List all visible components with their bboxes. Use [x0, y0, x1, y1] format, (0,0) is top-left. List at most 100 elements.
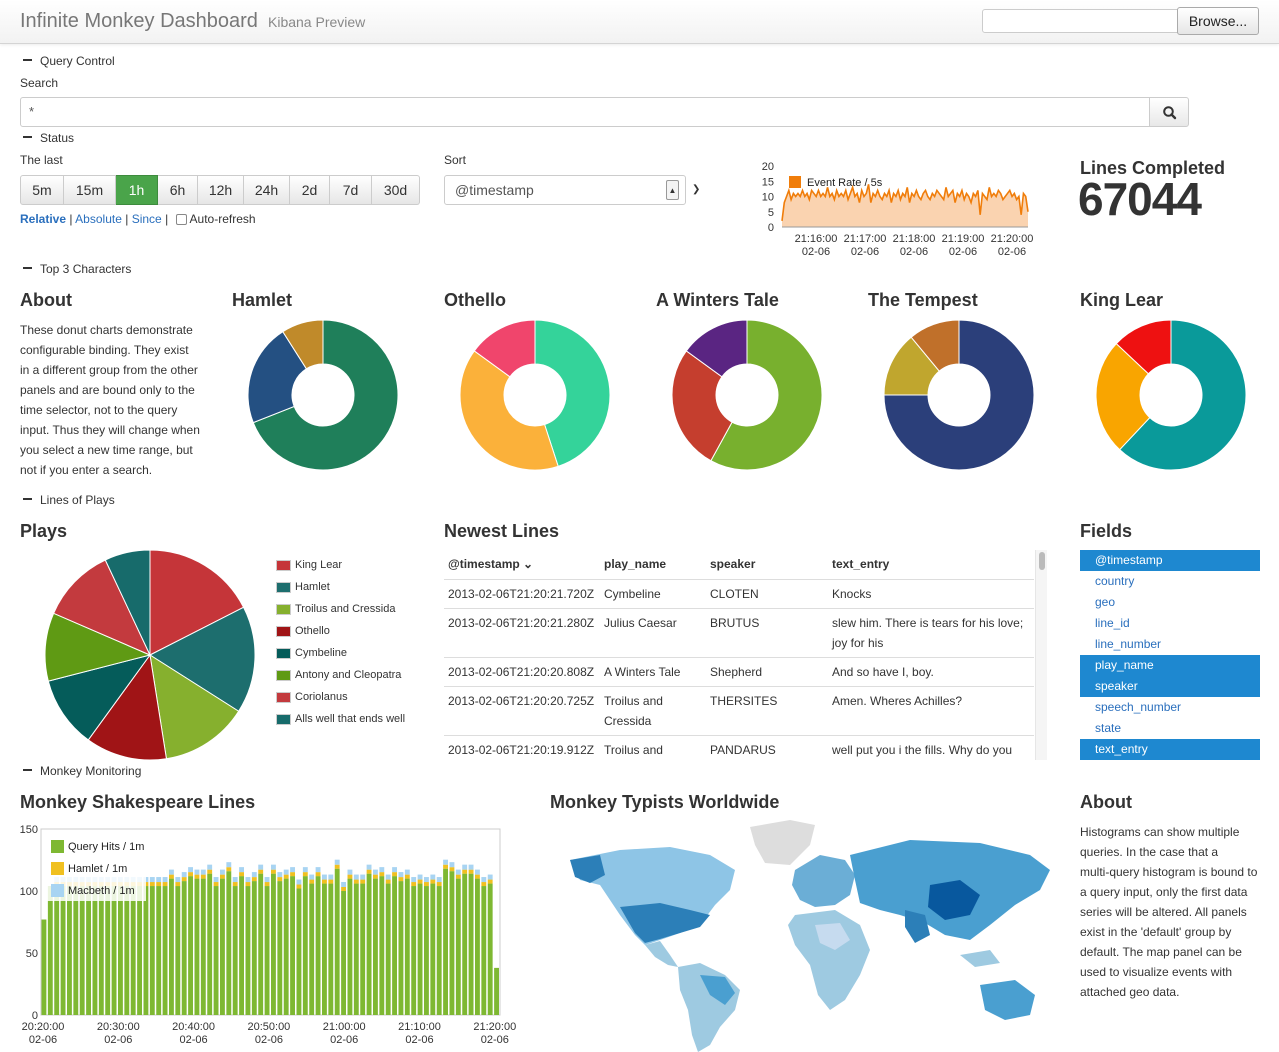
legend-item[interactable]: Cymbeline: [276, 647, 347, 659]
histogram-bar-macbeth[interactable]: [487, 874, 493, 880]
histogram-bar[interactable]: [130, 886, 136, 1015]
histogram-bar-macbeth[interactable]: [290, 867, 295, 873]
histogram-bar-hamlet[interactable]: [385, 879, 391, 884]
histogram-bar-macbeth[interactable]: [315, 867, 321, 873]
pie-slice[interactable]: [104, 549, 151, 656]
histogram-bar-macbeth[interactable]: [251, 872, 257, 878]
histogram-bar-hamlet[interactable]: [443, 864, 448, 869]
collapse-icon[interactable]: [23, 498, 32, 501]
histogram-bar-macbeth[interactable]: [462, 864, 468, 870]
histogram-bar[interactable]: [334, 868, 340, 1015]
histogram-bar-hamlet[interactable]: [226, 867, 232, 872]
donut-slice[interactable]: [252, 319, 399, 471]
histogram-bar-macbeth[interactable]: [220, 869, 225, 875]
asia-shape[interactable]: [850, 840, 1050, 943]
histogram-bar-hamlet[interactable]: [156, 882, 162, 887]
histogram-bar[interactable]: [302, 876, 308, 1015]
histogram-bar-macbeth[interactable]: [392, 867, 397, 873]
timespan-7d-button[interactable]: 7d: [330, 175, 372, 205]
histogram-bar-hamlet[interactable]: [475, 874, 480, 879]
histogram-bar-hamlet[interactable]: [404, 874, 410, 879]
oceania-shape[interactable]: [960, 950, 1035, 1020]
histogram-bar[interactable]: [366, 873, 372, 1015]
histogram-bar-macbeth[interactable]: [404, 869, 410, 875]
donut-slice[interactable]: [1118, 319, 1247, 471]
field-speech-number[interactable]: speech_number: [1095, 700, 1182, 714]
field-speaker[interactable]: speaker: [1080, 676, 1260, 697]
histogram-bar-macbeth[interactable]: [411, 877, 417, 883]
browse-button[interactable]: Browse...: [1177, 7, 1259, 35]
histogram-bar-hamlet[interactable]: [411, 882, 417, 887]
histogram-bar[interactable]: [149, 886, 155, 1015]
histogram-bar[interactable]: [143, 886, 149, 1015]
column-header-play_name[interactable]: play_name: [604, 557, 666, 571]
pie-slice[interactable]: [47, 654, 152, 741]
histogram-bar[interactable]: [411, 886, 417, 1015]
section-query-control[interactable]: Query Control: [23, 54, 115, 68]
pie-slice[interactable]: [44, 612, 152, 682]
relative-link[interactable]: Relative: [20, 212, 67, 226]
histogram-bar-hamlet[interactable]: [283, 874, 289, 879]
pie-slice[interactable]: [87, 653, 167, 761]
histogram-bar[interactable]: [264, 886, 270, 1015]
histogram-bar-macbeth[interactable]: [366, 864, 372, 870]
donut-slice[interactable]: [710, 319, 823, 471]
histogram-bar-hamlet[interactable]: [449, 867, 455, 872]
histogram-bar[interactable]: [200, 878, 206, 1015]
histogram-bar-macbeth[interactable]: [455, 869, 461, 875]
legend-item[interactable]: Antony and Cleopatra: [276, 669, 401, 681]
histogram-bar-hamlet[interactable]: [271, 869, 276, 874]
histogram-bar-macbeth[interactable]: [283, 869, 289, 875]
donut-chart-3[interactable]: [878, 314, 1038, 474]
histogram-bar-macbeth[interactable]: [277, 872, 283, 878]
histogram-bar-hamlet[interactable]: [207, 869, 213, 874]
histogram-bar-macbeth[interactable]: [468, 864, 474, 870]
collapse-icon[interactable]: [23, 59, 32, 62]
histogram-bar-macbeth[interactable]: [207, 864, 213, 870]
greenland-shape[interactable]: [750, 820, 815, 865]
pie-slice[interactable]: [149, 653, 240, 760]
field-line-number[interactable]: line_number: [1095, 637, 1162, 651]
timespan-1h-button[interactable]: 1h: [116, 175, 158, 205]
histogram-bar[interactable]: [455, 878, 461, 1015]
histogram-bar-macbeth[interactable]: [309, 874, 315, 880]
histogram-bar-hamlet[interactable]: [392, 872, 397, 877]
dashboard-title[interactable]: Infinite Monkey Dashboard: [20, 10, 258, 32]
histogram-bar-macbeth[interactable]: [188, 867, 193, 873]
histogram-bar[interactable]: [385, 883, 391, 1015]
field-play-name[interactable]: play_name: [1080, 655, 1260, 676]
histogram-bar-hamlet[interactable]: [328, 879, 334, 884]
histogram-bar[interactable]: [251, 881, 257, 1015]
pie-slice[interactable]: [149, 549, 245, 656]
histogram-bar[interactable]: [98, 886, 104, 1015]
histogram-bar[interactable]: [417, 883, 423, 1015]
histogram-bar[interactable]: [468, 873, 474, 1015]
donut-slice[interactable]: [685, 319, 748, 378]
histogram-bar-macbeth[interactable]: [475, 869, 480, 875]
column-header-speaker[interactable]: speaker: [710, 557, 755, 571]
histogram-bar[interactable]: [462, 873, 468, 1015]
histogram-bar[interactable]: [54, 886, 60, 1015]
histogram-bar-hamlet[interactable]: [296, 884, 302, 889]
file-path-input[interactable]: [982, 9, 1178, 33]
section-top3[interactable]: Top 3 Characters: [23, 262, 131, 276]
histogram-bar[interactable]: [322, 883, 327, 1015]
donut-chart-4[interactable]: [1090, 314, 1250, 474]
histogram-bar-hamlet[interactable]: [175, 882, 181, 887]
histogram-bar-hamlet[interactable]: [277, 877, 283, 882]
histogram-bar-macbeth[interactable]: [417, 874, 423, 880]
histogram-bar-macbeth[interactable]: [213, 877, 219, 883]
histogram-bar-hamlet[interactable]: [194, 874, 200, 879]
histogram-bar-hamlet[interactable]: [220, 874, 225, 879]
histogram-bar[interactable]: [392, 876, 397, 1015]
histogram-bar-macbeth[interactable]: [181, 872, 187, 878]
histogram-bar-hamlet[interactable]: [398, 877, 404, 882]
histogram-bar-hamlet[interactable]: [462, 869, 468, 874]
histogram-bar-hamlet[interactable]: [373, 874, 378, 879]
histogram-bar-hamlet[interactable]: [487, 879, 493, 884]
histogram-bar[interactable]: [296, 888, 302, 1015]
histogram-bar-macbeth[interactable]: [424, 877, 429, 883]
histogram-bar-hamlet[interactable]: [379, 872, 385, 877]
histogram-bar-macbeth[interactable]: [194, 869, 200, 875]
table-row[interactable]: 2013-02-06T21:20:20.808Z A Winters Tale Sh…: [444, 657, 1034, 686]
